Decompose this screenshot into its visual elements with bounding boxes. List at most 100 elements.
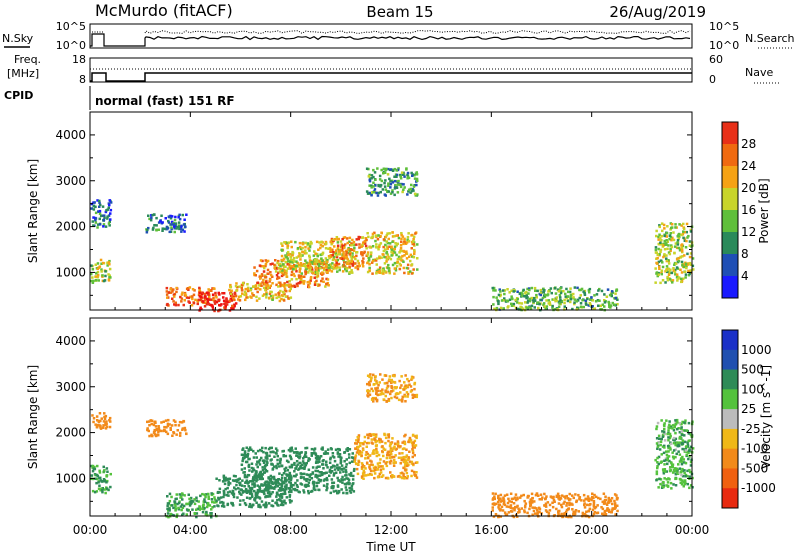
- heatmap-cell: [251, 495, 254, 498]
- heatmap-cell: [276, 458, 279, 462]
- heatmap-cell: [678, 431, 682, 434]
- heatmap-cell: [264, 505, 267, 509]
- heatmap-cell: [407, 439, 411, 442]
- heatmap-cell: [655, 442, 659, 445]
- heatmap-cell: [403, 239, 406, 242]
- heatmap-cell: [527, 292, 530, 295]
- heatmap-cell: [526, 287, 529, 291]
- heatmap-cell: [264, 446, 267, 450]
- heatmap-cell: [295, 460, 299, 463]
- heatmap-cell: [664, 470, 667, 473]
- heatmap-cell: [676, 243, 680, 246]
- heatmap-cell: [312, 480, 315, 484]
- heatmap-cell: [603, 301, 607, 304]
- heatmap-cell: [509, 506, 513, 510]
- heatmap-cell: [406, 475, 409, 478]
- heatmap-cell: [343, 243, 347, 246]
- heatmap-cell: [345, 471, 348, 474]
- heatmap-cell: [691, 486, 694, 489]
- heatmap-cell: [284, 492, 287, 495]
- heatmap-cell: [407, 379, 411, 383]
- heatmap-cell: [291, 284, 294, 288]
- heatmap-cell: [279, 281, 282, 285]
- heatmap-cell: [104, 210, 108, 214]
- heatmap-cell: [378, 381, 381, 384]
- heatmap-cell: [344, 465, 348, 469]
- heatmap-cell: [666, 225, 669, 228]
- heatmap-cell: [350, 248, 354, 251]
- heatmap-cell: [287, 263, 291, 266]
- heatmap-cell: [285, 269, 288, 273]
- heatmap-cell: [381, 269, 384, 272]
- heatmap-cell: [390, 452, 393, 456]
- heatmap-cell: [180, 503, 184, 506]
- heatmap-cell: [519, 496, 522, 499]
- heatmap-cell: [261, 265, 265, 268]
- heatmap-cell: [413, 439, 417, 443]
- heatmap-cell: [343, 451, 347, 454]
- heatmap-cell: [299, 472, 302, 475]
- heatmap-cell: [96, 474, 100, 478]
- heatmap-cell: [279, 495, 282, 498]
- heatmap-cell: [378, 243, 381, 247]
- heatmap-cell: [307, 266, 310, 270]
- heatmap-cell: [387, 436, 391, 439]
- heatmap-cell: [334, 259, 338, 262]
- heatmap-cell: [683, 270, 687, 274]
- heatmap-cell: [348, 253, 351, 256]
- heatmap-cell: [654, 251, 658, 254]
- heatmap-cell: [245, 496, 249, 499]
- heatmap-cell: [331, 249, 334, 252]
- heatmap-cell: [309, 276, 313, 279]
- heatmap-cell: [347, 453, 351, 456]
- heatmap-cell: [670, 487, 673, 490]
- heatmap-cell: [579, 305, 583, 308]
- heatmap-cell: [217, 309, 220, 313]
- heatmap-cell: [586, 297, 589, 301]
- heatmap-cell: [611, 301, 614, 305]
- heatmap-cell: [523, 510, 526, 514]
- heatmap-cell: [553, 500, 556, 503]
- heatmap-cell: [215, 300, 219, 304]
- heatmap-cell: [222, 292, 226, 295]
- heatmap-cell: [412, 238, 415, 241]
- heatmap-cell: [96, 270, 100, 274]
- heatmap-cell: [168, 499, 172, 503]
- heatmap-cell: [189, 500, 193, 503]
- heatmap-cell: [572, 296, 575, 299]
- heatmap-cell: [661, 435, 665, 438]
- heatmap-cell: [681, 479, 684, 482]
- heatmap-cell: [174, 420, 177, 423]
- heatmap-cell: [280, 270, 283, 274]
- heatmap-cell: [497, 515, 500, 518]
- heatmap-cell: [677, 237, 680, 240]
- heatmap-cell: [410, 189, 414, 193]
- heatmap-cell: [247, 485, 250, 488]
- heatmap-cell: [345, 458, 348, 461]
- heatmap-cell: [312, 483, 316, 486]
- heatmap-cell: [290, 259, 293, 262]
- heatmap-cell: [396, 257, 400, 261]
- heatmap-cell: [385, 234, 389, 237]
- heatmap-cell: [668, 234, 672, 237]
- heatmap-cell: [319, 267, 322, 270]
- heatmap-cell: [386, 173, 390, 176]
- heatmap-cell: [301, 246, 304, 250]
- heatmap-cell: [259, 288, 262, 291]
- heatmap-cell: [564, 292, 567, 296]
- heatmap-cell: [252, 467, 255, 470]
- heatmap-cell: [566, 295, 570, 298]
- heatmap-cell: [681, 442, 685, 445]
- heatmap-cell: [365, 461, 369, 464]
- heatmap-cell: [336, 238, 339, 241]
- heatmap-cell: [316, 271, 319, 274]
- heatmap-cell: [256, 281, 260, 284]
- heatmap-cell: [336, 244, 340, 247]
- heatmap-cell: [667, 450, 670, 453]
- heatmap-cell: [107, 488, 110, 492]
- heatmap-cell: [406, 171, 410, 175]
- heatmap-cell: [211, 293, 215, 296]
- heatmap-cell: [667, 436, 670, 439]
- heatmap-cell: [365, 445, 368, 448]
- heatmap-cell: [557, 300, 561, 304]
